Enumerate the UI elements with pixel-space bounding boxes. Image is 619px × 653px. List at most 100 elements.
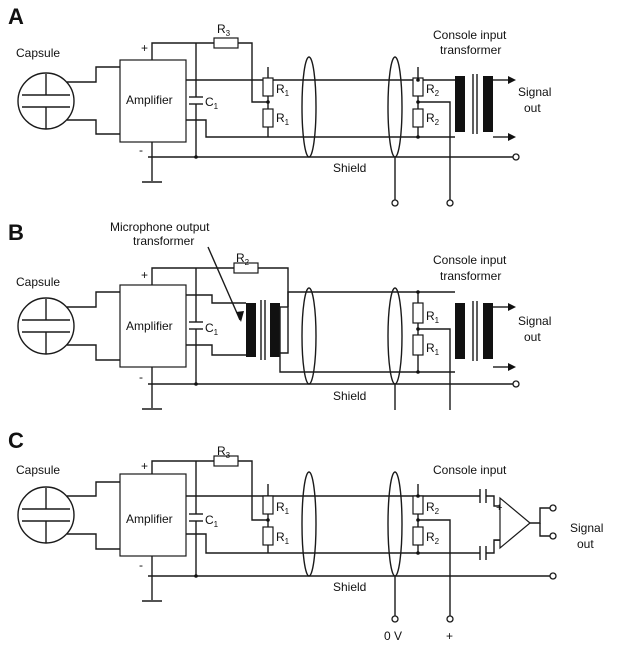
panel-a-capsule-icon <box>17 72 75 130</box>
panel-c-minus-sign: - <box>139 558 143 572</box>
panel-a-zero-volt-terminal <box>391 199 399 207</box>
panel-a-letter: A <box>8 4 24 29</box>
panel-c-plus-sign: + <box>141 459 148 473</box>
panel-c-signal-label-line2: out <box>577 537 594 551</box>
panel-b-c1-label: C1 <box>205 321 219 337</box>
panel-b-callout-arrow-icon <box>236 311 244 322</box>
panel-b-amplifier <box>119 284 187 368</box>
panel-b-minus-sign: - <box>139 370 143 384</box>
panel-c-r2-top-resistor <box>412 495 424 515</box>
panel-c-opamp-minus: − <box>494 535 500 547</box>
panel-a-signal-label-line1: Signal <box>518 85 551 99</box>
panel-c-cable-right-icon <box>387 471 403 577</box>
panel-c-opamp-icon <box>499 496 531 550</box>
panel-a-r3-resistor <box>213 37 239 49</box>
panel-a-console-transformer-primary <box>455 76 465 132</box>
panel-a-signal-arrow-bottom-icon <box>508 133 516 141</box>
panel-b-console-label-line2: transformer <box>440 269 501 283</box>
panel-b-r1-top-resistor <box>412 302 424 324</box>
panel-c-signal-label-line1: Signal <box>570 521 603 535</box>
panel-b-shield-terminal <box>512 380 520 388</box>
panel-b-r2-resistor <box>233 262 259 274</box>
panel-a-r1-top-label: R1 <box>276 82 290 98</box>
panel-a-cable-left-icon <box>301 56 317 158</box>
panel-a-console-transformer-secondary <box>483 76 493 132</box>
panel-a-amplifier <box>119 59 187 143</box>
panel-c-r1-top-label: R1 <box>276 500 290 516</box>
panel-a-shield-terminal <box>512 153 520 161</box>
panel-c-output-terminal-bottom <box>549 532 557 540</box>
panel-c-opamp-plus: + <box>496 502 502 514</box>
panel-b-capsule-label: Capsule <box>16 275 60 289</box>
panel-a-r2-bottom-label: R2 <box>426 111 440 127</box>
panel-c-plus-supply-terminal <box>446 615 454 623</box>
panel-a-plus-sign: + <box>141 41 148 55</box>
panel-b-cable-right-icon <box>387 287 403 385</box>
panel-a-console-label-line1: Console input <box>433 28 507 42</box>
panel-a-amplifier-label: Amplifier <box>126 93 173 107</box>
panel-c-shield-label: Shield <box>333 580 366 594</box>
panel-a-console-label-line2: transformer <box>440 43 501 57</box>
panel-b-letter: B <box>8 220 24 245</box>
panel-c-r1-bottom-resistor <box>262 526 274 546</box>
panel-b-signal-arrow-top-icon <box>508 303 516 311</box>
panel-b-mic-label-line2: transformer <box>133 234 194 248</box>
panel-c-r3-label: R3 <box>217 444 231 460</box>
panel-a-cable-right-icon <box>387 56 403 158</box>
panel-b-r1-bottom-resistor <box>412 334 424 356</box>
panel-c-capsule-label: Capsule <box>16 463 60 477</box>
panel-c-zero-volt-terminal <box>391 615 399 623</box>
panel-b-capsule-icon <box>17 297 75 355</box>
panel-c-output-terminal-top <box>549 504 557 512</box>
panel-c-r2-bottom-label: R2 <box>426 530 440 546</box>
panel-a-c1-label: C1 <box>205 95 219 111</box>
panel-c-letter: C <box>8 428 24 453</box>
panel-b: B Capsule Amplifier + - C1 R2 <box>8 220 551 410</box>
panel-a-r2-bottom-resistor <box>412 108 424 128</box>
panel-a-plus-supply-terminal <box>446 199 454 207</box>
panel-c-console-label: Console input <box>433 463 507 477</box>
panel-c-amplifier <box>119 473 187 557</box>
panel-c-capsule-icon <box>17 486 75 544</box>
panel-a-signal-arrow-top-icon <box>508 76 516 84</box>
panel-a-capsule-label: Capsule <box>16 46 60 60</box>
panel-c-shield-terminal <box>549 572 557 580</box>
panel-b-cable-left-icon <box>301 287 317 385</box>
panel-b-plus-sign: + <box>141 268 148 282</box>
panel-b-r2-label: R2 <box>236 251 250 267</box>
panel-b-console-transformer-secondary <box>483 303 493 359</box>
panel-a: A Capsule Amplifier + - C1 R3 <box>8 4 551 207</box>
panel-a-r3-label: R3 <box>217 22 231 38</box>
panel-c-r2-bottom-resistor <box>412 526 424 546</box>
panel-b-signal-arrow-bottom-icon <box>508 363 516 371</box>
panel-a-r2-top-resistor <box>412 77 424 97</box>
panel-a-minus-sign: - <box>139 143 143 157</box>
panel-b-amplifier-label: Amplifier <box>126 319 173 333</box>
panel-a-r1-bottom-resistor <box>262 108 274 128</box>
panel-b-signal-label-line2: out <box>524 330 541 344</box>
panel-c-cable-left-icon <box>301 471 317 577</box>
panel-c-r1-bottom-label: R1 <box>276 530 290 546</box>
panel-c-zero-volt-label: 0 V <box>384 629 402 643</box>
panel-c-r3-resistor <box>213 455 239 467</box>
panel-b-mic-transformer-secondary <box>270 303 280 357</box>
panel-b-signal-label-line1: Signal <box>518 314 551 328</box>
panel-a-r1-bottom-label: R1 <box>276 111 290 127</box>
panel-b-mic-label-line1: Microphone output <box>110 220 210 234</box>
panel-c-amplifier-label: Amplifier <box>126 512 173 526</box>
panel-a-signal-label-line2: out <box>524 101 541 115</box>
panel-c-r2-top-label: R2 <box>426 500 440 516</box>
panel-c-r1-top-resistor <box>262 495 274 515</box>
panel-c-c1-label: C1 <box>205 513 219 529</box>
panel-b-shield-label: Shield <box>333 389 366 403</box>
panel-a-r1-top-resistor <box>262 77 274 97</box>
panel-a-r2-top-label: R2 <box>426 82 440 98</box>
panel-b-mic-transformer-primary <box>246 303 256 357</box>
panel-a-shield-label: Shield <box>333 161 366 175</box>
panel-b-r1-bottom-label: R1 <box>426 341 440 357</box>
panel-b-r1-top-label: R1 <box>426 309 440 325</box>
panel-b-console-transformer-primary <box>455 303 465 359</box>
panel-b-console-label-line1: Console input <box>433 253 507 267</box>
